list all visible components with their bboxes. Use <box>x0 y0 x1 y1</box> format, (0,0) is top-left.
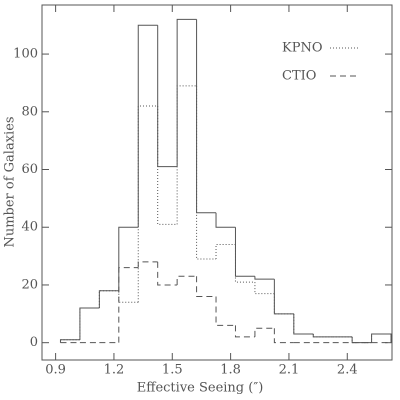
histogram-step <box>98 290 119 309</box>
histogram-step <box>273 328 294 344</box>
histogram-step <box>157 25 178 168</box>
histogram-step <box>234 227 255 277</box>
histogram-step <box>157 106 178 225</box>
x-tick-label: 0.9 <box>45 363 66 378</box>
histogram-step <box>59 339 80 343</box>
histogram-step <box>196 276 217 298</box>
histogram-step <box>215 212 236 228</box>
histogram-step <box>176 85 197 225</box>
histogram-step <box>196 85 217 260</box>
histogram-step <box>293 313 314 335</box>
histogram-step <box>176 18 197 167</box>
histogram-step <box>351 336 372 344</box>
legend-label: CTIO <box>282 69 316 84</box>
histogram-step <box>254 276 275 280</box>
histogram-step <box>215 296 236 326</box>
histogram-step <box>273 279 294 315</box>
histogram-step <box>312 334 333 338</box>
histogram-step <box>137 24 158 228</box>
y-tick-label: 0 <box>30 335 38 350</box>
x-tick-label: 1.8 <box>220 363 241 378</box>
histogram-step <box>176 275 197 285</box>
histogram-step <box>118 267 139 343</box>
y-axis-label: Number of Galaxies <box>3 116 18 247</box>
y-tick-label: 20 <box>21 277 38 292</box>
histogram-step <box>254 282 275 295</box>
histogram-step <box>273 293 294 315</box>
x-tick-label: 1.2 <box>104 363 125 378</box>
y-tick-label: 60 <box>21 162 38 177</box>
plot-frame <box>41 4 393 361</box>
y-tick-label: 80 <box>21 104 38 119</box>
histogram-step <box>157 261 178 286</box>
x-tick-label: 2.1 <box>279 363 300 378</box>
histogram-step <box>118 226 139 291</box>
histogram-step <box>371 333 392 343</box>
legend-label: KPNO <box>282 41 323 56</box>
histogram-step <box>234 244 255 283</box>
x-axis-label: Effective Seeing (″) <box>137 381 264 396</box>
histogram-step <box>351 336 372 344</box>
histogram-step <box>137 105 158 303</box>
y-tick-label: 100 <box>13 47 38 62</box>
y-tick-label: 40 <box>21 220 38 235</box>
histogram-step <box>371 333 392 343</box>
x-tick-label: 1.5 <box>162 363 183 378</box>
histogram-step <box>196 19 217 214</box>
x-tick-label: 2.4 <box>337 363 358 378</box>
histogram-step <box>79 307 100 340</box>
histogram-step <box>234 325 255 338</box>
histogram-step <box>254 327 275 337</box>
histogram-step <box>137 261 158 268</box>
histogram-step <box>215 244 236 259</box>
histogram-step <box>293 313 314 335</box>
histogram-step <box>118 290 139 303</box>
histogram-step <box>98 290 119 309</box>
histogram-step <box>79 307 100 340</box>
